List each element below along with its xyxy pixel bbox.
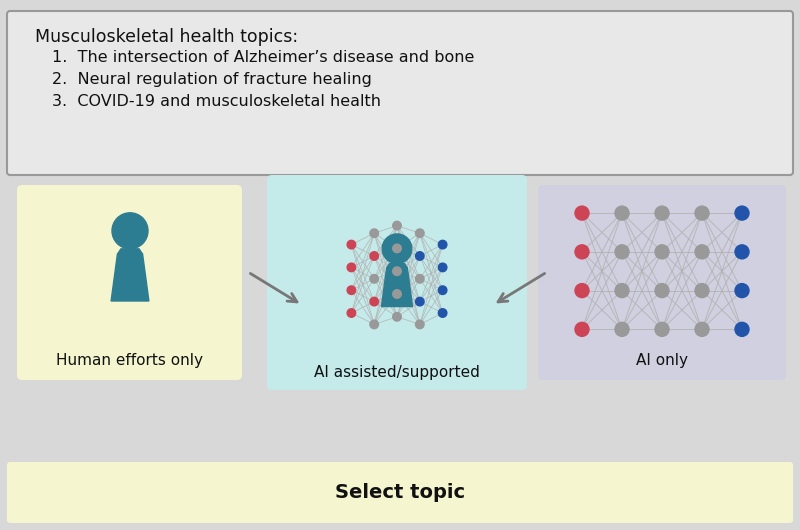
Text: Human efforts only: Human efforts only: [57, 353, 203, 368]
Circle shape: [415, 297, 424, 306]
Circle shape: [370, 229, 378, 237]
FancyBboxPatch shape: [7, 462, 793, 523]
Polygon shape: [382, 268, 413, 306]
Circle shape: [438, 286, 447, 295]
Circle shape: [112, 213, 148, 249]
Circle shape: [393, 267, 402, 276]
Circle shape: [382, 234, 412, 263]
Circle shape: [575, 322, 589, 337]
Text: 3.  COVID-19 and musculoskeletal health: 3. COVID-19 and musculoskeletal health: [52, 94, 381, 109]
Text: 1.  The intersection of Alzheimer’s disease and bone: 1. The intersection of Alzheimer’s disea…: [52, 50, 474, 65]
Circle shape: [438, 240, 447, 249]
Circle shape: [347, 286, 356, 295]
FancyBboxPatch shape: [538, 185, 786, 380]
Circle shape: [735, 284, 749, 298]
FancyBboxPatch shape: [7, 11, 793, 175]
Circle shape: [695, 245, 709, 259]
Text: Select topic: Select topic: [335, 483, 465, 502]
Circle shape: [695, 284, 709, 298]
Circle shape: [655, 245, 669, 259]
Circle shape: [347, 240, 356, 249]
Circle shape: [415, 252, 424, 260]
Circle shape: [615, 322, 629, 337]
Polygon shape: [386, 263, 407, 268]
Circle shape: [615, 284, 629, 298]
Circle shape: [615, 245, 629, 259]
Text: AI assisted/supported: AI assisted/supported: [314, 365, 480, 380]
Circle shape: [393, 222, 402, 230]
Circle shape: [615, 206, 629, 220]
Text: 2.  Neural regulation of fracture healing: 2. Neural regulation of fracture healing: [52, 72, 372, 87]
FancyBboxPatch shape: [7, 177, 793, 523]
Text: AI only: AI only: [636, 353, 688, 368]
Circle shape: [695, 206, 709, 220]
Polygon shape: [118, 249, 142, 254]
FancyBboxPatch shape: [17, 185, 242, 380]
Circle shape: [347, 308, 356, 317]
Polygon shape: [111, 254, 149, 301]
Circle shape: [393, 290, 402, 298]
Circle shape: [370, 275, 378, 283]
FancyBboxPatch shape: [267, 175, 527, 390]
Circle shape: [438, 308, 447, 317]
Circle shape: [370, 320, 378, 329]
Circle shape: [415, 275, 424, 283]
Circle shape: [347, 263, 356, 272]
Circle shape: [575, 245, 589, 259]
Circle shape: [438, 263, 447, 272]
Circle shape: [575, 284, 589, 298]
Circle shape: [655, 206, 669, 220]
Circle shape: [655, 284, 669, 298]
Circle shape: [695, 322, 709, 337]
Circle shape: [415, 229, 424, 237]
Circle shape: [370, 252, 378, 260]
Circle shape: [575, 206, 589, 220]
Circle shape: [655, 322, 669, 337]
Circle shape: [393, 244, 402, 253]
Text: Musculoskeletal health topics:: Musculoskeletal health topics:: [35, 28, 298, 46]
Circle shape: [735, 206, 749, 220]
Circle shape: [735, 322, 749, 337]
Circle shape: [370, 297, 378, 306]
Circle shape: [735, 245, 749, 259]
Circle shape: [393, 313, 402, 321]
Circle shape: [415, 320, 424, 329]
